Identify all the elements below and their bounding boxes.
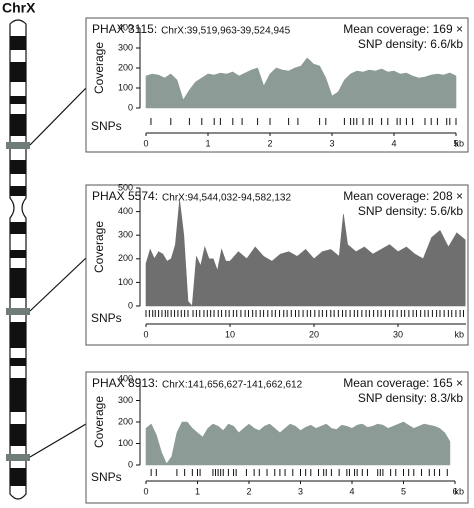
x-tick-label: 5 [453,138,458,148]
panel-frame [85,371,469,504]
x-tick-label: 20 [309,329,319,339]
snp-label: SNPs [91,470,122,484]
x-tick-label: 0 [143,486,148,496]
x-tick-label: 0 [143,329,148,339]
panel-title: PHAX 8913: [92,376,158,390]
panel-annotation: Mean coverage: 169 × [343,22,463,36]
y-tick-label: 100 [118,277,133,287]
y-tick-label: 500 [118,182,133,192]
panel-annotation: SNP density: 6.6/kb [358,37,463,51]
x-tick-label: 0 [143,138,148,148]
x-tick-label: 4 [391,138,396,148]
x-tick-label: 3 [298,486,303,496]
x-axis-label: kb [454,486,464,496]
panel-region: ChrX:39,519,963-39,524,945 [161,26,290,37]
panel-frame [85,17,469,153]
x-tick-label: 10 [225,329,235,339]
panel-frame [85,184,469,346]
panel-annotation: Mean coverage: 208 × [343,189,463,203]
x-tick-label: 6 [452,486,457,496]
x-tick-label: 2 [246,486,251,496]
x-tick-label: 5 [401,486,406,496]
coverage-area [145,199,466,307]
y-axis-label: Coverage [92,221,106,273]
panel-annotation: SNP density: 8.3/kb [358,391,463,405]
snp-label: SNPs [91,311,122,325]
chromosome-label: ChrX [2,0,36,16]
y-tick-label: 300 [118,395,133,405]
ideogram [6,19,87,500]
x-tick-label: 1 [195,486,200,496]
y-tick-label: 300 [118,230,133,240]
x-axis-label: kb [454,329,464,339]
y-tick-label: 200 [118,253,133,263]
x-tick-label: 30 [393,329,403,339]
panel-title: PHAX 5574: [92,189,158,203]
y-tick-label: 200 [118,416,133,426]
x-tick-label: 3 [329,138,334,148]
y-axis-label: Coverage [92,42,106,94]
y-tick-label: 300 [118,42,133,52]
y-tick-label: 400 [118,373,133,383]
x-axis-label: kb [454,138,464,148]
snp-label: SNPs [91,119,122,133]
y-axis-label: Coverage [92,396,106,448]
coverage-area [145,57,457,109]
panel-annotation: Mean coverage: 165 × [343,376,463,390]
panel-annotation: SNP density: 5.6/kb [358,204,463,218]
y-tick-label: 0 [128,102,133,112]
x-tick-label: 4 [349,486,354,496]
panel-title: PHAX 3115: [92,22,157,36]
y-tick-label: 200 [118,62,133,72]
y-tick-label: 400 [118,206,133,216]
y-tick-label: 100 [118,438,133,448]
y-tick-label: 400 [118,22,133,32]
y-tick-label: 0 [128,300,133,310]
y-tick-label: 100 [118,82,133,92]
x-tick-label: 2 [267,138,272,148]
panel-region: ChrX:141,656,627-141,662,612 [162,380,303,391]
x-tick-label: 1 [205,138,210,148]
coverage-area [145,421,451,466]
y-tick-label: 0 [128,459,133,469]
panel-region: ChrX:94,544,032-94,582,132 [162,193,291,204]
